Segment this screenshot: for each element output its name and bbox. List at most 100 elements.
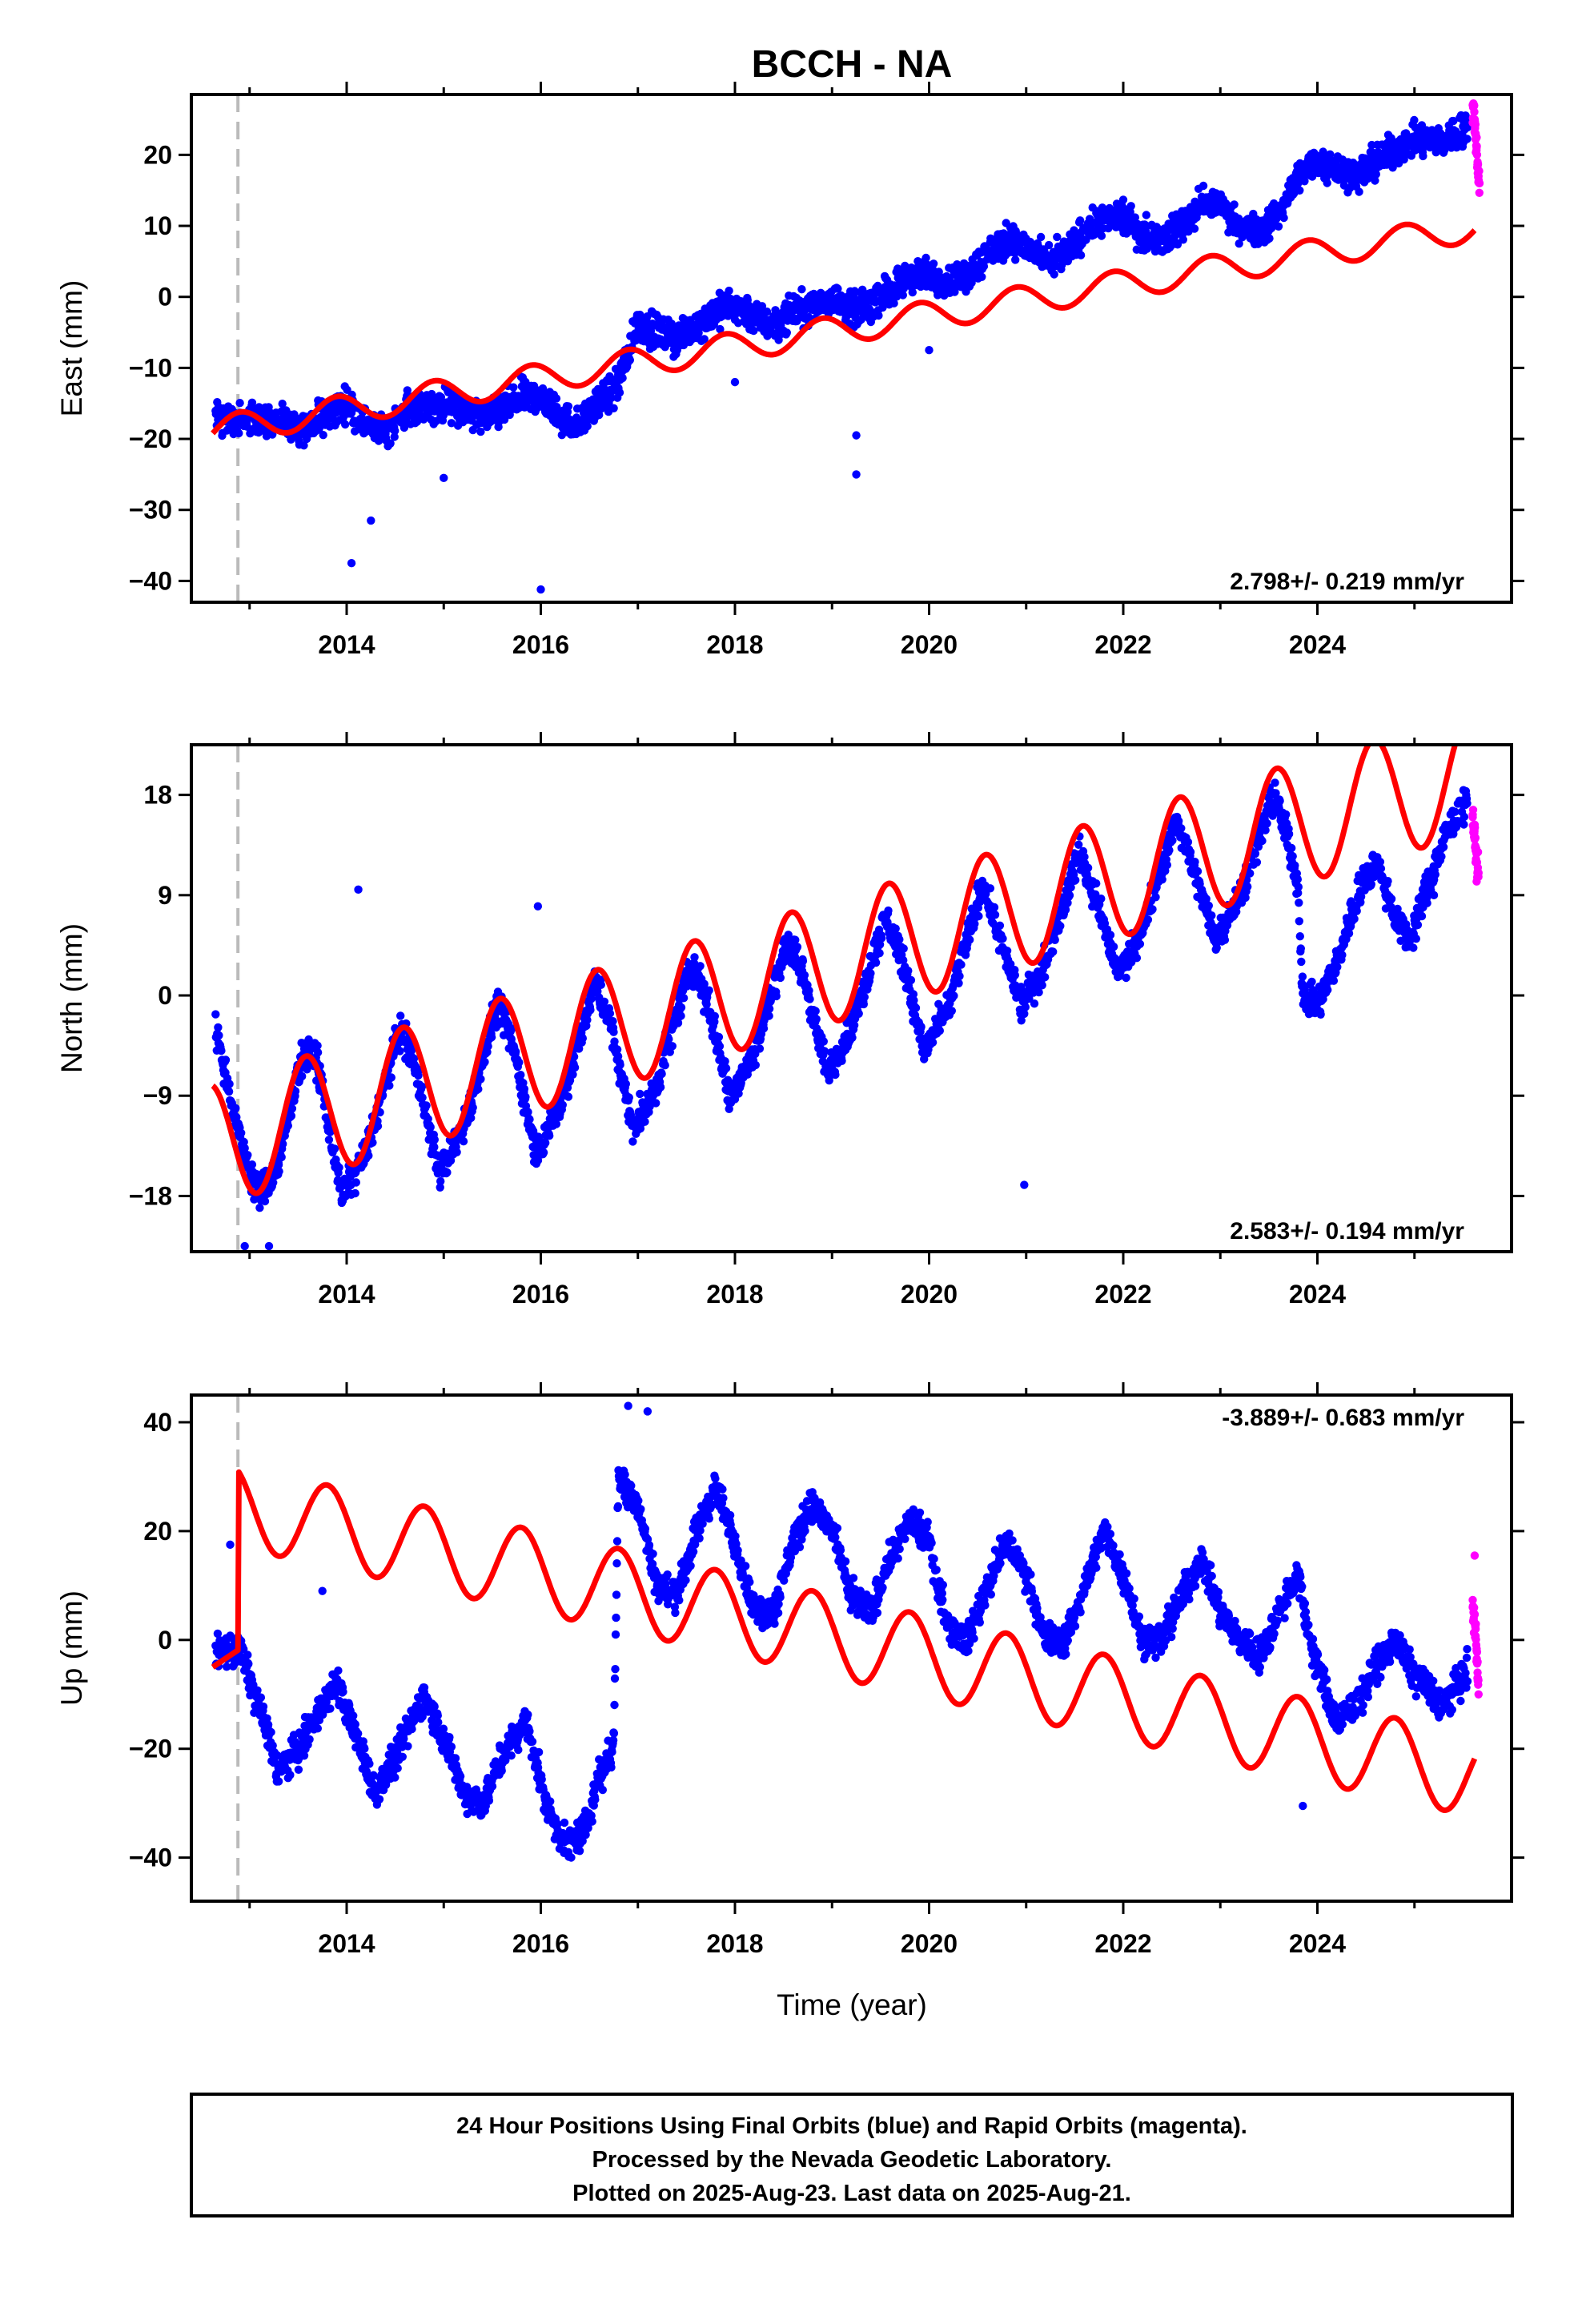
data-point bbox=[613, 1051, 623, 1061]
data-point bbox=[782, 328, 791, 337]
data-point bbox=[884, 906, 893, 915]
outlier-point bbox=[730, 377, 740, 387]
data-point bbox=[904, 967, 913, 975]
data-point bbox=[652, 1099, 661, 1108]
data-point bbox=[609, 1027, 618, 1036]
data-point bbox=[889, 299, 898, 308]
data-point bbox=[541, 1138, 550, 1148]
data-point bbox=[690, 953, 699, 962]
data-point bbox=[615, 388, 624, 397]
data-point bbox=[269, 1178, 278, 1188]
data-point bbox=[436, 1176, 445, 1186]
data-point bbox=[1151, 893, 1160, 902]
data-point bbox=[950, 991, 958, 1000]
data-point bbox=[1132, 954, 1142, 963]
data-point bbox=[1080, 852, 1089, 862]
data-point bbox=[386, 439, 395, 448]
data-point bbox=[1174, 817, 1183, 826]
data-point bbox=[1470, 115, 1480, 124]
data-point bbox=[700, 335, 709, 344]
data-point bbox=[291, 1087, 300, 1096]
data-point bbox=[1473, 158, 1482, 167]
data-point bbox=[558, 1100, 567, 1110]
data-point bbox=[417, 1082, 427, 1092]
data-point bbox=[859, 999, 869, 1009]
x-tick-label: 2018 bbox=[706, 630, 763, 659]
data-point bbox=[1168, 836, 1177, 845]
data-point bbox=[436, 1183, 444, 1192]
data-point bbox=[908, 287, 917, 297]
data-point bbox=[791, 935, 800, 944]
data-point bbox=[1118, 195, 1128, 204]
series-rapid-orbits bbox=[1468, 99, 1484, 197]
data-point bbox=[443, 1168, 452, 1177]
series-final-orbits bbox=[211, 778, 1472, 1212]
data-point bbox=[447, 419, 456, 428]
data-point bbox=[909, 990, 918, 999]
data-point bbox=[335, 1163, 343, 1172]
data-point bbox=[313, 1041, 322, 1050]
data-point bbox=[759, 1024, 769, 1033]
data-point bbox=[875, 940, 885, 949]
data-point bbox=[243, 1151, 252, 1160]
data-point bbox=[1279, 213, 1288, 223]
data-point bbox=[231, 1104, 240, 1113]
outlier-point bbox=[852, 470, 861, 479]
outlier-point bbox=[347, 559, 356, 568]
data-point bbox=[609, 404, 618, 412]
data-point bbox=[319, 431, 327, 440]
data-point bbox=[232, 1112, 241, 1122]
data-point bbox=[705, 986, 713, 995]
data-point bbox=[1193, 866, 1203, 876]
data-point bbox=[1470, 107, 1479, 116]
data-point bbox=[364, 1151, 373, 1160]
data-point bbox=[1463, 135, 1472, 143]
data-point bbox=[586, 1006, 595, 1015]
data-point bbox=[871, 958, 881, 967]
data-point bbox=[898, 291, 908, 300]
data-point bbox=[990, 903, 999, 912]
data-point bbox=[1410, 115, 1419, 125]
data-point bbox=[797, 285, 806, 294]
data-point bbox=[578, 1034, 587, 1043]
y-tick-label: 20 bbox=[143, 140, 172, 169]
data-point bbox=[1142, 211, 1151, 219]
data-point bbox=[341, 420, 350, 429]
data-point bbox=[1020, 1009, 1029, 1019]
data-point bbox=[1030, 999, 1039, 1008]
y-tick-label: −40 bbox=[129, 566, 172, 595]
outlier-point bbox=[367, 516, 375, 525]
data-point bbox=[1162, 860, 1172, 870]
data-point bbox=[1178, 235, 1188, 244]
data-point bbox=[274, 1160, 283, 1169]
data-point bbox=[986, 884, 995, 893]
data-point bbox=[921, 253, 930, 263]
data-point bbox=[954, 979, 963, 988]
data-point bbox=[225, 1080, 234, 1088]
data-point bbox=[387, 1073, 396, 1082]
data-point bbox=[906, 975, 916, 985]
data-point bbox=[762, 308, 772, 316]
x-tick-label: 2024 bbox=[1289, 630, 1346, 659]
data-point bbox=[995, 921, 1005, 931]
data-point bbox=[608, 1017, 617, 1026]
data-point bbox=[1190, 224, 1199, 233]
data-point bbox=[947, 1007, 957, 1015]
data-point bbox=[1006, 959, 1015, 969]
data-point bbox=[1109, 943, 1118, 951]
data-point bbox=[283, 1121, 292, 1130]
data-point bbox=[621, 1080, 630, 1088]
data-point bbox=[299, 441, 308, 450]
data-point bbox=[831, 1070, 840, 1080]
data-point bbox=[605, 1009, 615, 1018]
data-point bbox=[324, 1136, 334, 1144]
data-point bbox=[1130, 213, 1140, 222]
data-point bbox=[474, 1084, 483, 1094]
data-point bbox=[819, 1037, 828, 1046]
data-point bbox=[436, 392, 446, 402]
data-point bbox=[515, 1058, 524, 1067]
data-point bbox=[725, 1104, 733, 1114]
data-point bbox=[696, 962, 705, 971]
data-point bbox=[426, 1123, 435, 1132]
data-point bbox=[1230, 200, 1239, 209]
